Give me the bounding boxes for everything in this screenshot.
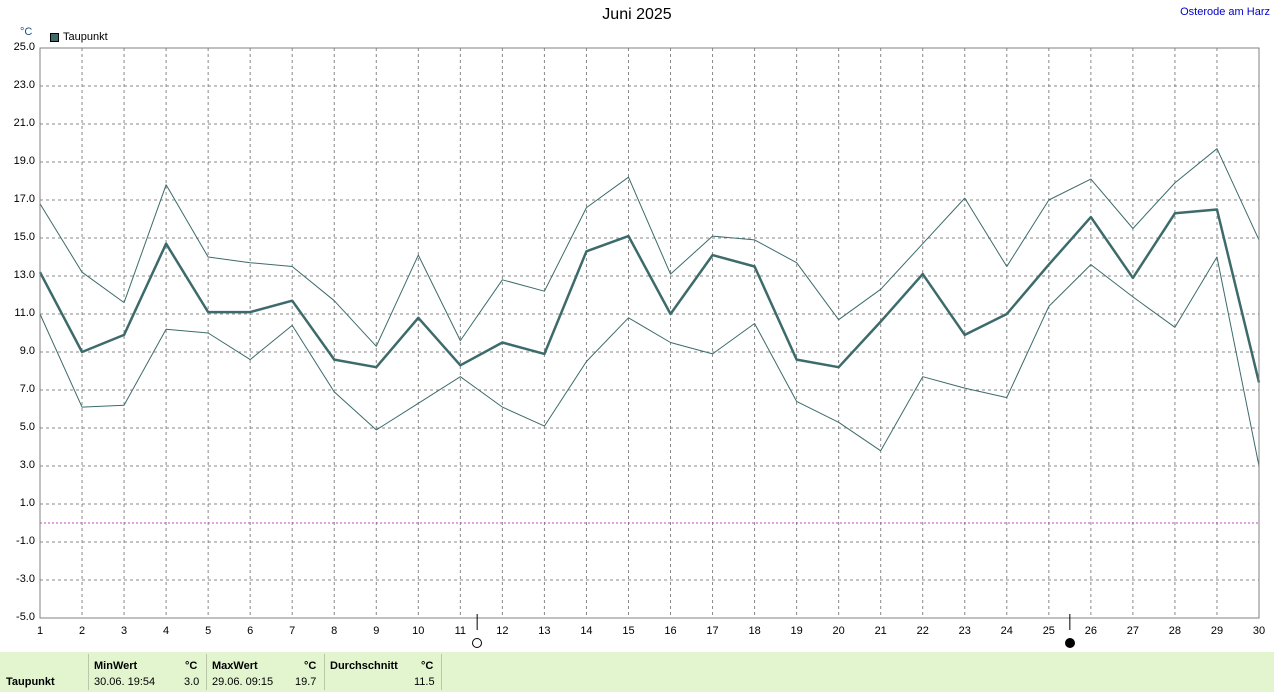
stats-bar: Taupunkt MinWert °C 30.06. 19:54 3.0 Max…: [0, 652, 1274, 692]
x-tick-label: 30: [1252, 625, 1266, 637]
x-tick-label: 19: [790, 625, 803, 637]
x-tick-label: 6: [247, 625, 254, 637]
x-tick-label: 17: [706, 625, 719, 637]
series-lines: [38, 148, 1261, 467]
y-tick-label: 21.0: [13, 117, 35, 129]
x-tick-label: 11: [454, 625, 467, 637]
x-tick-label: 20: [832, 625, 845, 637]
legend-swatch: [50, 32, 59, 42]
x-tick-label: 9: [373, 625, 380, 637]
stats-separator: [88, 654, 89, 690]
series-line-max: [39, 148, 1260, 347]
legend: Taupunkt: [50, 31, 108, 43]
x-tick-label: 7: [289, 625, 296, 637]
y-tick-label: 9.0: [19, 345, 35, 357]
avg-unit: °C: [421, 660, 434, 672]
min-value: 3.0: [184, 676, 200, 688]
max-time: 29.06. 09:15: [212, 676, 274, 688]
y-tick-label: 15.0: [13, 231, 35, 243]
stats-separator: [324, 654, 325, 690]
x-tick-label: 21: [874, 625, 887, 637]
x-tick-label: 5: [205, 625, 212, 637]
x-tick-label: 4: [163, 625, 170, 637]
max-value: 19.7: [295, 676, 317, 688]
y-tick-label: 5.0: [19, 421, 35, 433]
avg-header: Durchschnitt: [330, 660, 398, 672]
first-quarter-moon-icon: [472, 638, 483, 648]
avg-value: 11.5: [414, 676, 435, 688]
y-tick-label: 25.0: [13, 41, 35, 53]
min-unit: °C: [185, 660, 198, 672]
max-unit: °C: [304, 660, 317, 672]
y-tick-label: 13.0: [13, 269, 35, 281]
x-tick-label: 23: [958, 625, 971, 637]
moon-ticks: [476, 614, 1071, 630]
stats-row-label: Taupunkt: [6, 676, 55, 688]
x-tick-label: 1: [36, 625, 44, 637]
x-tick-label: 18: [748, 625, 761, 637]
y-tick-label: 23.0: [13, 79, 35, 91]
x-tick-label: 26: [1084, 625, 1097, 637]
full-moon-icon: [1064, 638, 1075, 648]
x-tick-label: 25: [1042, 625, 1055, 637]
x-tick-label: 29: [1210, 625, 1224, 637]
y-tick-label: 7.0: [19, 383, 35, 395]
chart-svg: [38, 47, 1261, 630]
legend-label: Taupunkt: [63, 31, 108, 43]
x-tick-label: 10: [412, 625, 425, 637]
series-line-min: [39, 256, 1260, 467]
x-tick-label: 12: [496, 625, 509, 637]
y-tick-label: 17.0: [13, 193, 35, 205]
y-axis-unit: °C: [20, 26, 33, 38]
x-tick-label: 13: [538, 625, 551, 637]
max-header: MaxWert: [212, 660, 258, 672]
grid-lines: [39, 47, 1260, 619]
plot-frame: [39, 47, 1260, 619]
x-tick-label: 16: [664, 625, 677, 637]
x-tick-label: 15: [622, 625, 635, 637]
y-tick-label: -3.0: [16, 573, 35, 585]
stats-separator: [441, 654, 442, 690]
min-time: 30.06. 19:54: [94, 676, 156, 688]
y-tick-label: 1.0: [19, 497, 35, 509]
x-tick-label: 8: [331, 625, 338, 637]
x-tick-label: 14: [580, 625, 593, 637]
x-tick-label: 3: [121, 625, 128, 637]
y-tick-label: 11.0: [14, 307, 35, 319]
min-header: MinWert: [94, 660, 138, 672]
x-tick-label: 2: [78, 625, 86, 637]
y-tick-label: 19.0: [13, 155, 35, 167]
y-tick-label: -1.0: [16, 535, 35, 547]
x-tick-label: 24: [1000, 625, 1013, 637]
x-tick-label: 27: [1126, 625, 1140, 637]
chart-title: Juni 2025: [602, 6, 672, 23]
stats-separator: [206, 654, 207, 690]
series-line-mean: [38, 208, 1261, 383]
y-tick-label: 3.0: [19, 459, 35, 471]
y-tick-label: -5.0: [16, 611, 35, 623]
x-tick-label: 28: [1168, 625, 1182, 637]
x-tick-label: 22: [916, 625, 929, 637]
location-link[interactable]: Osterode am Harz: [1180, 6, 1270, 18]
